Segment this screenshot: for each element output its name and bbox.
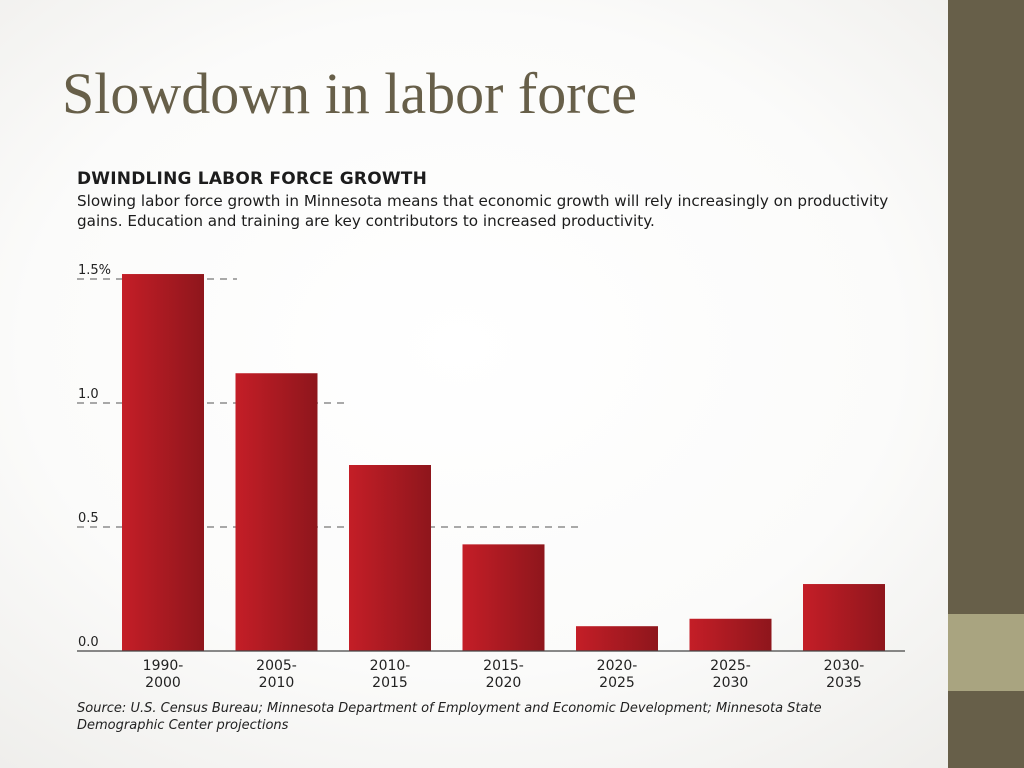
y-tick-label: 0.0 (78, 635, 99, 650)
bar-0 (122, 274, 204, 651)
chart-bars (122, 274, 885, 651)
x-tick-label: 2025-2030 (710, 658, 751, 691)
bar-3 (462, 544, 545, 651)
bar-2 (349, 465, 431, 651)
x-tick-label: 1990-2000 (143, 658, 184, 691)
x-tick-label: 2005-2010 (256, 658, 297, 691)
chart-subtitle: Slowing labor force growth in Minnesota … (77, 192, 889, 230)
slide-title: Slowdown in labor force (62, 61, 638, 126)
bar-1 (235, 373, 318, 651)
chart-y-tick-labels: 0.0 0.5 1.0 1.5% (78, 263, 111, 650)
x-tick-label: 2030-2035 (824, 658, 865, 691)
y-tick-label: 1.5% (78, 263, 111, 278)
chart-x-tick-labels: 1990-2000 2005-2010 2010-2015 2015-2020 2020… (143, 658, 865, 691)
chart-source-note: Source: U.S. Census Bureau; Minnesota De… (77, 701, 822, 733)
y-tick-label: 1.0 (78, 387, 99, 402)
chart-title: DWINDLING LABOR FORCE GROWTH (77, 169, 428, 189)
bar-6 (803, 584, 885, 651)
bar-chart: 0.0 0.5 1.0 1.5% 1990-2000 2005-2010 2010-201… (77, 263, 905, 691)
bar-4 (576, 626, 658, 651)
x-tick-label: 2015-2020 (483, 658, 524, 691)
y-tick-label: 0.5 (78, 511, 99, 526)
x-tick-label: 2010-2015 (370, 658, 411, 691)
bar-5 (689, 618, 772, 651)
slide-sidebar-accent (948, 614, 1024, 691)
x-tick-label: 2020-2025 (597, 658, 638, 691)
